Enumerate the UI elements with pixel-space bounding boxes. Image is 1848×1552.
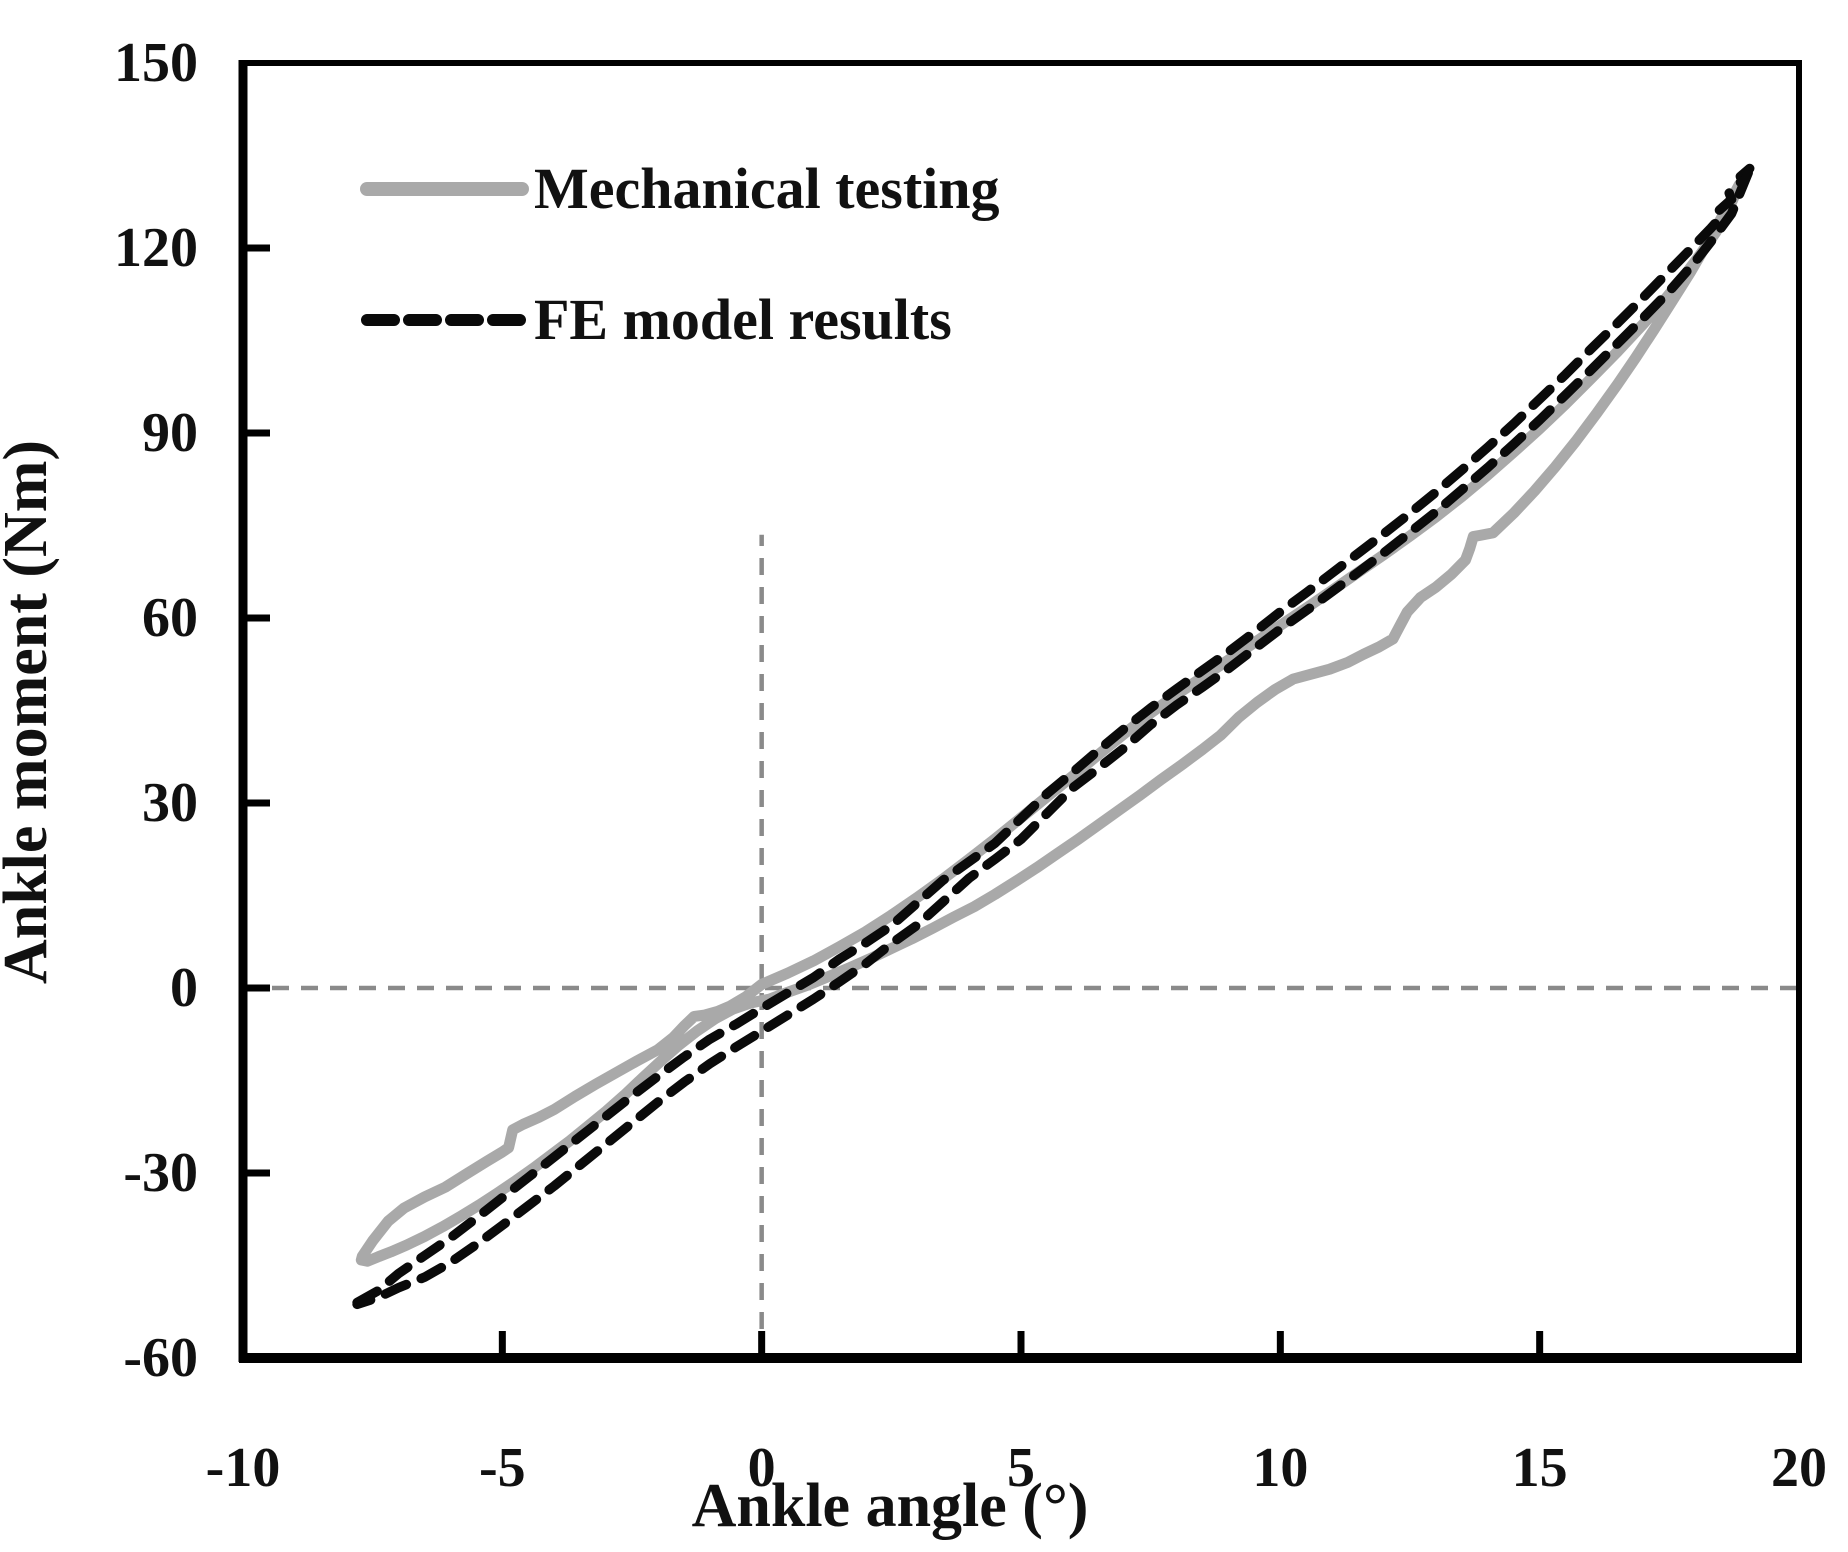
x-tick-label: -5 bbox=[479, 1437, 526, 1499]
y-tick-label: -60 bbox=[123, 1327, 198, 1389]
y-tick-label: 120 bbox=[114, 217, 198, 279]
x-tick-label: 5 bbox=[1007, 1437, 1035, 1499]
x-tick-label: 20 bbox=[1771, 1437, 1827, 1499]
x-tick-label: -10 bbox=[206, 1437, 281, 1499]
y-axis-title: Ankle moment (Nm) bbox=[0, 440, 60, 984]
legend: Mechanical testing FE model results bbox=[534, 156, 1000, 352]
x-tick-label: 15 bbox=[1512, 1437, 1568, 1499]
series-fe-model-unloading bbox=[352, 168, 1753, 1310]
y-tick-label: 30 bbox=[142, 772, 198, 834]
x-axis-title: Ankle angle (°) bbox=[692, 1472, 1089, 1540]
x-tick-label: 0 bbox=[748, 1437, 776, 1499]
y-tick-label: 0 bbox=[170, 957, 198, 1019]
series-mechanical-testing bbox=[355, 179, 1745, 1267]
series-fe-model-loading bbox=[352, 163, 1755, 1308]
y-tick-label: 150 bbox=[114, 32, 198, 94]
y-tick-label: 60 bbox=[142, 587, 198, 649]
x-tick-label: 10 bbox=[1252, 1437, 1308, 1499]
legend-label-mechanical-testing: Mechanical testing bbox=[534, 156, 1000, 221]
y-tick-label: 90 bbox=[142, 402, 198, 464]
legend-label-fe-model-results: FE model results bbox=[534, 287, 952, 352]
plot-layer: -10 -5 0 5 10 15 20 -60 -30 0 30 60 90 120 150 bbox=[114, 32, 1827, 1499]
y-tick-label: -30 bbox=[123, 1142, 198, 1204]
